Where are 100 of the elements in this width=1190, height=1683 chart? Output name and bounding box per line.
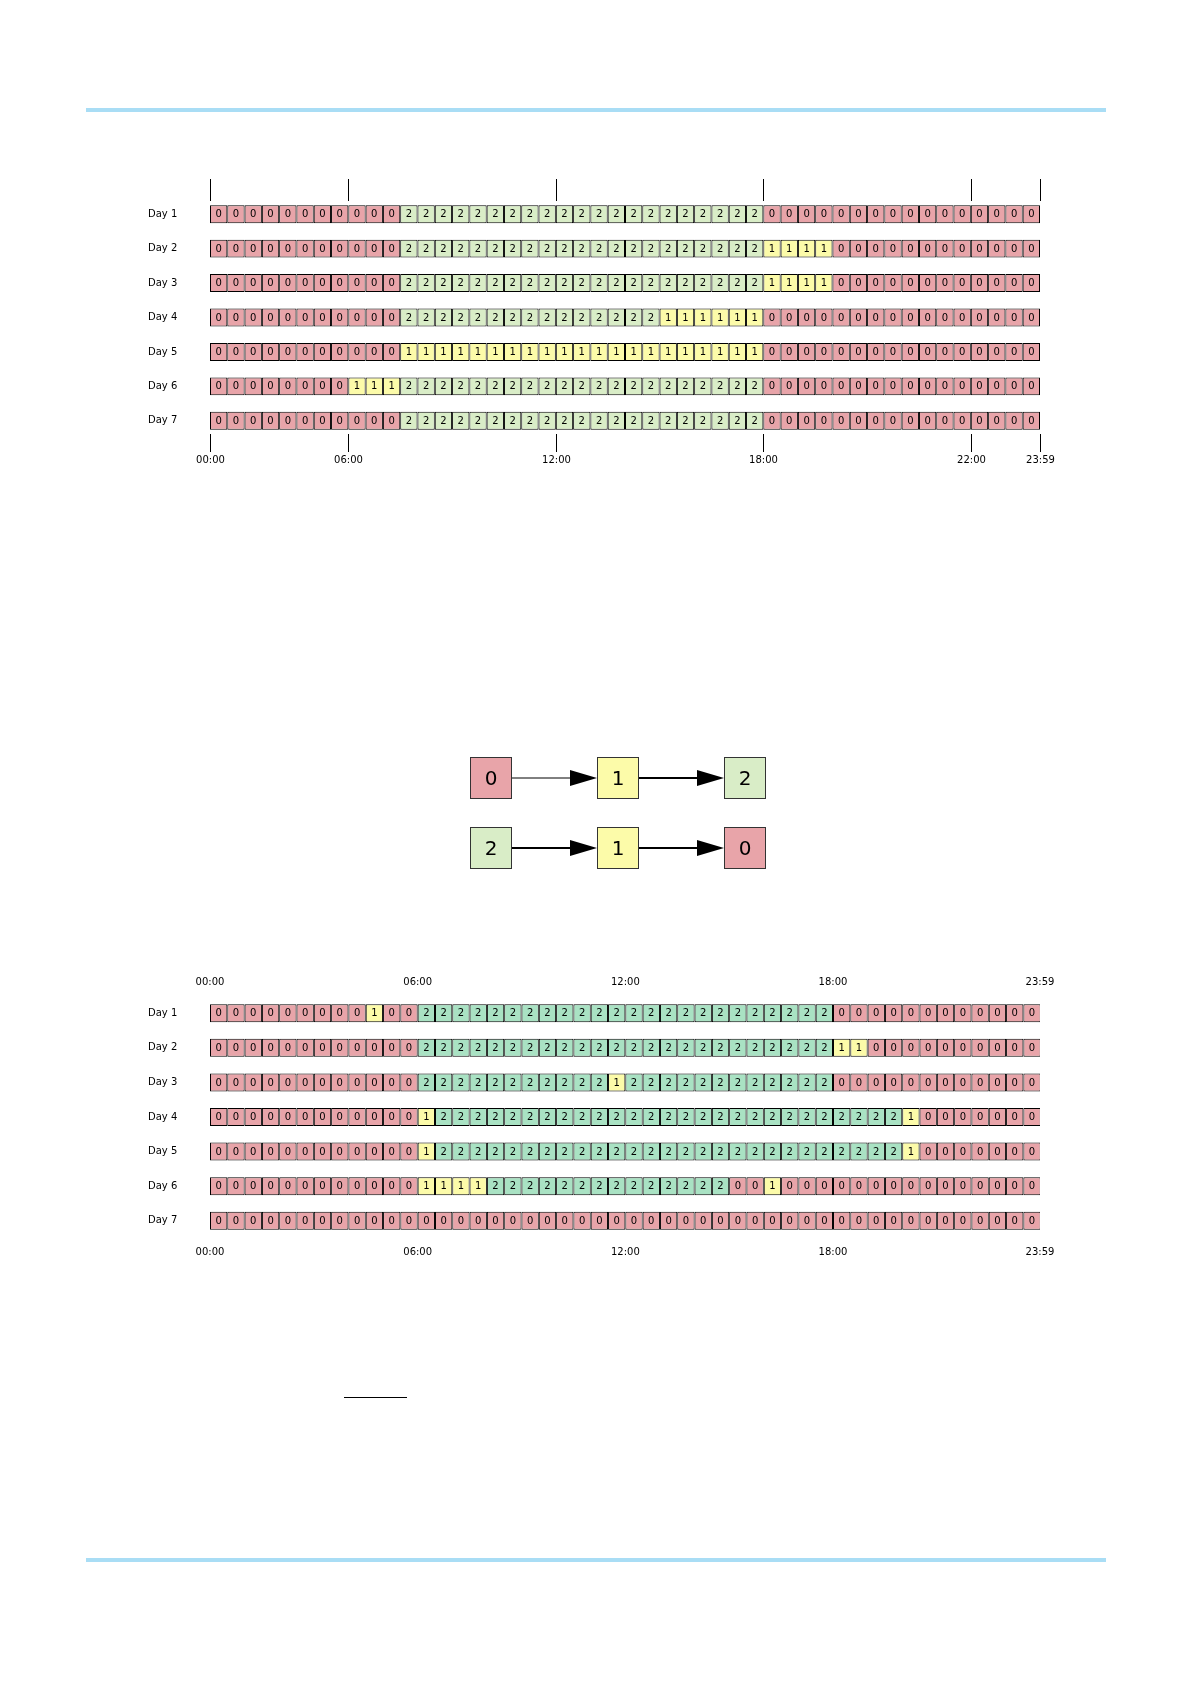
data-label: 2 — [474, 277, 482, 289]
data-label: 2 — [561, 1076, 568, 1088]
data-label: 0 — [993, 414, 1000, 426]
data-label: 2 — [544, 208, 551, 220]
data-label: 0 — [353, 414, 361, 426]
data-label: 2 — [786, 1111, 793, 1123]
text: 2 — [470, 827, 512, 869]
data-label: 0 — [250, 1041, 257, 1053]
data-label: 0 — [371, 414, 378, 426]
y-tick-label: Day 3 — [148, 1076, 178, 1088]
data-label: 2 — [716, 242, 724, 254]
data-label: 0 — [457, 1214, 465, 1226]
data-label: 1 — [613, 1076, 620, 1088]
data-label: 0 — [890, 1180, 897, 1192]
data-label: 0 — [924, 414, 931, 426]
data-label: 2 — [855, 1145, 863, 1157]
data-label: 2 — [544, 311, 551, 323]
data-label: 2 — [700, 1111, 707, 1123]
data-label: 0 — [959, 380, 966, 392]
data-label: 2 — [647, 208, 655, 220]
data-label: 2 — [786, 1007, 793, 1019]
data-label: 0 — [889, 346, 897, 358]
data-label: 0 — [959, 1076, 966, 1088]
data-label: 2 — [665, 1076, 672, 1088]
data-label: 0 — [872, 311, 879, 323]
data-label: 1 — [820, 242, 828, 254]
data-label: 2 — [544, 1180, 551, 1192]
data-label: 0 — [440, 1214, 447, 1226]
data-label: 0 — [837, 414, 845, 426]
data-label: 0 — [993, 242, 1000, 254]
data-label: 0 — [993, 208, 1000, 220]
data-label: 0 — [353, 1111, 361, 1123]
data-label: 0 — [1011, 1180, 1018, 1192]
data-label: 2 — [717, 1145, 724, 1157]
data-label: 2 — [630, 414, 637, 426]
data-label: 2 — [492, 414, 499, 426]
data-label: 2 — [751, 1041, 759, 1053]
data-label: 2 — [544, 414, 551, 426]
data-label: 2 — [648, 1007, 655, 1019]
data-label: 2 — [665, 208, 672, 220]
data-label: 0 — [319, 1007, 326, 1019]
data-label: 0 — [215, 414, 222, 426]
data-label: 2 — [838, 1145, 845, 1157]
data-label: 2 — [890, 1111, 897, 1123]
data-label: 2 — [457, 242, 464, 254]
data-label: 2 — [578, 277, 585, 289]
data-label: 0 — [959, 1041, 966, 1053]
data-label: 0 — [319, 414, 326, 426]
data-label: 2 — [613, 1041, 620, 1053]
data-label: 0 — [994, 1214, 1001, 1226]
data-label: 2 — [665, 380, 672, 392]
data-label: 2 — [474, 242, 482, 254]
data-label: 0 — [1028, 1180, 1036, 1192]
x-tick-label: 18:00 — [818, 1245, 848, 1257]
data-label: 1 — [907, 1145, 915, 1157]
data-label: 0 — [267, 1007, 274, 1019]
data-label: 2 — [561, 380, 568, 392]
data-label: 2 — [613, 1111, 620, 1123]
data-label: 2 — [803, 1041, 811, 1053]
data-label: 2 — [578, 1145, 586, 1157]
data-label: 0 — [803, 1214, 811, 1226]
data-label: 0 — [267, 1145, 274, 1157]
data-label: 2 — [544, 1145, 551, 1157]
data-label: 2 — [492, 1076, 499, 1088]
data-label: 0 — [837, 242, 845, 254]
data-label: 1 — [734, 311, 741, 323]
data-label: 2 — [578, 1007, 586, 1019]
data-label: 2 — [526, 277, 534, 289]
data-label: 1 — [509, 346, 516, 358]
data-label: 0 — [820, 414, 828, 426]
data-label: 0 — [215, 380, 222, 392]
data-label: 2 — [630, 277, 637, 289]
data-label: 0 — [942, 1076, 949, 1088]
text: 0 — [724, 827, 766, 869]
data-label: 2 — [578, 1111, 586, 1123]
data-label: 0 — [976, 208, 983, 220]
x-tick-label: 06:00 — [403, 1245, 433, 1257]
data-label: 0 — [751, 1180, 759, 1192]
data-label: 2 — [648, 1145, 655, 1157]
data-label: 0 — [371, 242, 378, 254]
data-label: 2 — [578, 1041, 586, 1053]
data-label: 2 — [751, 414, 758, 426]
data-label: 0 — [1011, 1007, 1018, 1019]
data-label: 2 — [544, 1076, 551, 1088]
data-label: 0 — [993, 311, 1000, 323]
data-label: 2 — [526, 1145, 534, 1157]
data-label: 0 — [976, 346, 983, 358]
data-label: 0 — [890, 1007, 897, 1019]
data-label: 2 — [596, 1111, 603, 1123]
data-label: 0 — [872, 277, 879, 289]
data-label: 2 — [613, 1180, 620, 1192]
data-label: 0 — [855, 414, 862, 426]
data-label: 0 — [786, 208, 793, 220]
data-label: 0 — [959, 1180, 966, 1192]
data-label: 0 — [284, 1145, 292, 1157]
data-label: 1 — [526, 346, 534, 358]
data-label: 0 — [976, 1111, 984, 1123]
data-label: 0 — [319, 311, 326, 323]
data-label: 2 — [595, 242, 603, 254]
data-label: 0 — [1028, 414, 1035, 426]
